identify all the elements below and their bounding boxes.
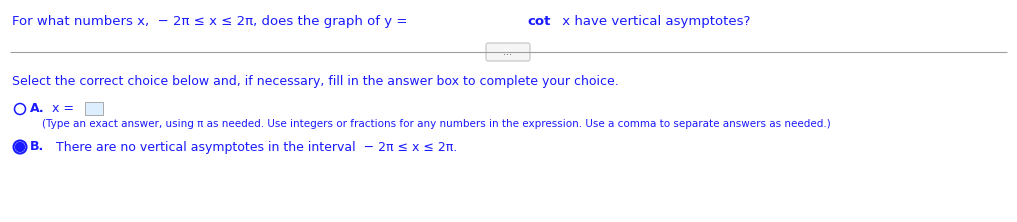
Text: Select the correct choice below and, if necessary, fill in the answer box to com: Select the correct choice below and, if … bbox=[12, 75, 618, 89]
Text: x have vertical asymptotes?: x have vertical asymptotes? bbox=[557, 16, 751, 28]
Text: There are no vertical asymptotes in the interval  − 2π ≤ x ≤ 2π.: There are no vertical asymptotes in the … bbox=[56, 141, 458, 153]
Text: x =: x = bbox=[52, 103, 78, 115]
Text: (Type an exact answer, using π as needed. Use integers or fractions for any numb: (Type an exact answer, using π as needed… bbox=[42, 119, 831, 129]
Text: ...: ... bbox=[503, 47, 513, 57]
FancyBboxPatch shape bbox=[85, 103, 104, 115]
Text: A.: A. bbox=[29, 103, 45, 115]
Circle shape bbox=[15, 143, 24, 151]
Text: cot: cot bbox=[528, 16, 551, 28]
Text: B.: B. bbox=[29, 141, 45, 153]
Text: For what numbers x,  − 2π ≤ x ≤ 2π, does the graph of y =: For what numbers x, − 2π ≤ x ≤ 2π, does … bbox=[12, 16, 412, 28]
FancyBboxPatch shape bbox=[486, 43, 530, 61]
